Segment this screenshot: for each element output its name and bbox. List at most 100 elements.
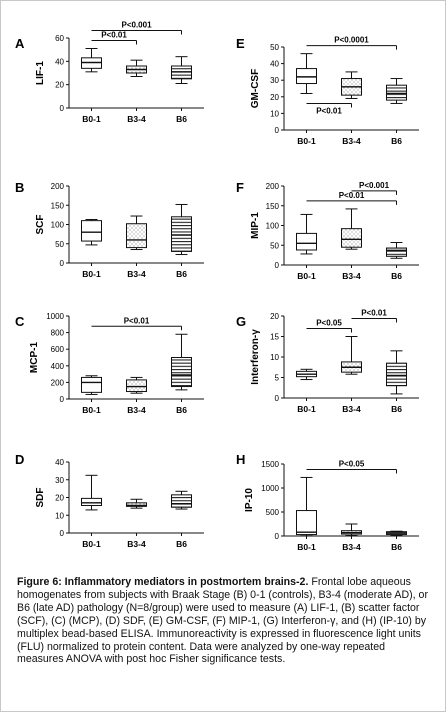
- y-tick-label: 0: [60, 529, 65, 538]
- y-tick-label: 0: [60, 259, 65, 268]
- x-tick-label: B6: [176, 269, 187, 279]
- box-b0-1: [81, 218, 102, 246]
- x-tick-label: B3-4: [342, 542, 361, 552]
- y-tick-label: 40: [55, 458, 64, 467]
- y-axis-label: IP-10: [244, 488, 255, 512]
- box-b6: [171, 56, 192, 84]
- y-tick-label: 1000: [261, 484, 279, 493]
- box-b3-4: [341, 336, 362, 375]
- box-iqr: [296, 232, 317, 251]
- panel-letter: H: [236, 452, 245, 467]
- y-tick-label: 0: [60, 104, 65, 113]
- x-tick-label: B6: [176, 405, 187, 415]
- y-tick-label: 50: [270, 241, 279, 250]
- box-iqr: [171, 357, 192, 388]
- y-tick-label: 150: [51, 201, 65, 210]
- panel-letter: E: [236, 36, 245, 51]
- box-b6: [171, 490, 192, 510]
- x-tick-label: B0-1: [82, 405, 101, 415]
- y-tick-label: 100: [51, 221, 65, 230]
- box-b3-4: [341, 71, 362, 99]
- x-tick-label: B6: [176, 539, 187, 549]
- box-b6: [386, 530, 407, 537]
- x-tick-label: B0-1: [297, 542, 316, 552]
- y-tick-label: 60: [55, 34, 64, 43]
- box-iqr: [126, 223, 147, 249]
- box-iqr: [386, 247, 407, 257]
- x-tick-label: B3-4: [127, 269, 146, 279]
- y-tick-label: 10: [270, 109, 279, 118]
- y-tick-label: 30: [270, 76, 279, 85]
- box-b3-4: [341, 208, 362, 250]
- y-tick-label: 1500: [261, 460, 279, 469]
- panel-letter: B: [15, 180, 24, 195]
- y-tick-label: 20: [270, 312, 279, 321]
- box-iqr: [386, 84, 407, 101]
- box-b6: [386, 78, 407, 104]
- box-b0-1: [296, 213, 317, 255]
- x-tick-label: B3-4: [127, 114, 146, 124]
- panel-letter: A: [15, 36, 25, 51]
- significance-label: P<0.001: [121, 21, 152, 30]
- y-tick-label: 0: [275, 261, 280, 270]
- y-axis-label: Interferon-γ: [250, 329, 261, 385]
- y-axis-label: SDF: [35, 488, 46, 508]
- y-tick-label: 0: [275, 126, 280, 135]
- y-tick-label: 50: [55, 240, 64, 249]
- y-tick-label: 500: [266, 508, 280, 517]
- y-tick-label: 0: [275, 532, 280, 541]
- x-tick-label: B6: [391, 271, 402, 281]
- box-iqr: [81, 220, 102, 242]
- box-b0-1: [81, 48, 102, 73]
- y-axis-label: GM-CSF: [250, 69, 261, 108]
- panel-b: B 0 50 100 150 200 SCF B0-1 B3-4 B6: [15, 180, 204, 279]
- y-tick-label: 150: [266, 202, 280, 211]
- box-b3-4: [126, 215, 147, 251]
- box-iqr: [171, 216, 192, 252]
- y-tick-label: 1000: [46, 312, 64, 321]
- significance-label: P<0.001: [359, 181, 390, 190]
- box-iqr: [81, 376, 102, 393]
- caption-title: Figure 6: Inflammatory mediators in post…: [17, 576, 309, 588]
- box-b0-1: [296, 476, 317, 537]
- y-tick-label: 5: [275, 374, 280, 383]
- box-iqr: [296, 510, 317, 536]
- box-iqr: [81, 497, 102, 506]
- x-tick-label: B0-1: [82, 269, 101, 279]
- y-tick-label: 20: [270, 93, 279, 102]
- box-iqr: [296, 68, 317, 85]
- x-tick-label: B3-4: [342, 404, 361, 414]
- y-tick-label: 10: [55, 511, 64, 520]
- panel-c: C 0 200 400 600 800 1000 MCP-1 B0-1 B3-4 B6 P<0.01: [15, 312, 204, 415]
- panel-f: F 0 50 100 150 200 MIP-1 B0-1 B3-4 B6 P<0.01P<0.00…: [236, 180, 419, 281]
- significance-label: P<0.01: [339, 191, 365, 200]
- box-b6: [386, 350, 407, 395]
- caption-body: Frontal lobe aqueous homogenates from su…: [17, 576, 428, 666]
- x-tick-label: B6: [176, 114, 187, 124]
- x-tick-label: B0-1: [297, 136, 316, 146]
- significance-label: P<0.01: [316, 106, 342, 115]
- x-tick-label: B3-4: [127, 539, 146, 549]
- y-axis-label: MIP-1: [250, 212, 261, 239]
- x-tick-label: B0-1: [82, 539, 101, 549]
- x-tick-label: B6: [391, 136, 402, 146]
- box-b6: [171, 333, 192, 391]
- x-tick-label: B0-1: [297, 271, 316, 281]
- y-tick-label: 40: [55, 57, 64, 66]
- y-tick-label: 15: [270, 333, 279, 342]
- significance-label: P<0.05: [339, 459, 365, 468]
- x-tick-label: B6: [391, 404, 402, 414]
- panel-a: A 0 20 40 60 LIF-1 B0-1 B3-4 B6 P<0.01P<0.001: [15, 21, 204, 124]
- box-b0-1: [81, 375, 102, 395]
- x-tick-label: B6: [391, 542, 402, 552]
- y-axis-label: SCF: [35, 215, 46, 235]
- panel-letter: G: [236, 314, 246, 329]
- significance-label: P<0.01: [361, 309, 387, 318]
- significance-label: P<0.0001: [334, 36, 369, 45]
- x-tick-label: B3-4: [127, 405, 146, 415]
- panel-letter: C: [15, 314, 25, 329]
- y-tick-label: 40: [270, 60, 279, 69]
- box-iqr: [171, 494, 192, 508]
